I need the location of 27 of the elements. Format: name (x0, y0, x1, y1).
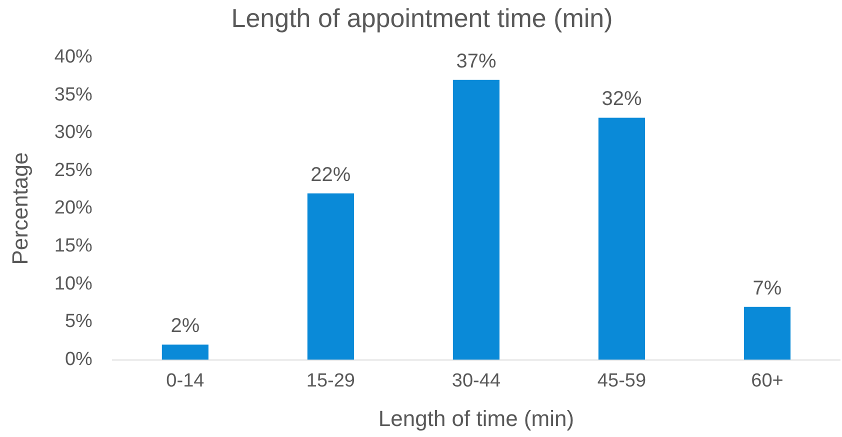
data-label: 32% (602, 88, 642, 110)
bar (162, 344, 208, 360)
chart-title: Length of appointment time (min) (231, 2, 613, 33)
y-tick-label: 35% (54, 84, 93, 106)
y-tick-label: 20% (54, 198, 93, 219)
bar (307, 193, 354, 360)
y-tick-label: 0% (64, 349, 93, 370)
y-tick-label: 30% (54, 122, 93, 144)
y-tick-label: 10% (54, 273, 93, 294)
y-axis-title: Percentage (7, 152, 32, 265)
x-tick-label: 15-29 (306, 370, 356, 392)
y-tick-label: 5% (64, 311, 93, 332)
x-tick-label: 60+ (751, 370, 784, 392)
bar (744, 306, 791, 360)
bar (598, 118, 646, 360)
data-label: 7% (752, 277, 782, 300)
x-tick-label: 45-59 (597, 370, 646, 392)
x-axis-title: Length of time (min) (378, 406, 574, 431)
bar (452, 80, 500, 360)
y-tick-label: 15% (54, 236, 93, 257)
data-label: 2% (170, 315, 200, 338)
x-tick-label: 30-44 (452, 370, 501, 392)
y-tick-label: 40% (54, 46, 93, 68)
data-label: 22% (310, 164, 351, 186)
data-label: 37% (456, 50, 496, 72)
x-tick-label: 0-14 (166, 370, 205, 392)
y-tick-label: 25% (54, 160, 93, 181)
